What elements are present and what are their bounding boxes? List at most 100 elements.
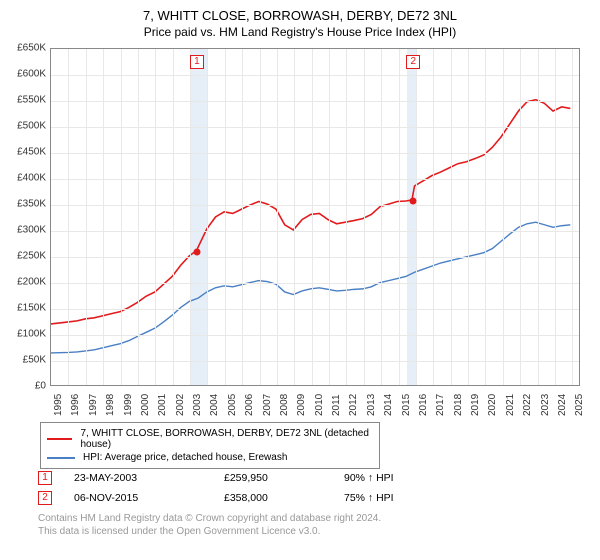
gridline-horizontal bbox=[51, 153, 579, 154]
x-tick-label: 1996 bbox=[70, 394, 81, 416]
data-point-dot bbox=[193, 248, 200, 255]
legend-swatch bbox=[47, 438, 72, 440]
legend-swatch bbox=[47, 457, 75, 459]
gridline-vertical bbox=[485, 49, 486, 385]
transaction-date: 06-NOV-2015 bbox=[74, 492, 224, 504]
y-tick-label: £650K bbox=[17, 43, 46, 54]
x-tick-label: 2015 bbox=[401, 394, 412, 416]
x-tick-label: 2005 bbox=[227, 394, 238, 416]
gridline-vertical bbox=[190, 49, 191, 385]
x-tick-label: 2018 bbox=[453, 394, 464, 416]
gridline-horizontal bbox=[51, 309, 579, 310]
gridline-vertical bbox=[346, 49, 347, 385]
gridline-vertical bbox=[242, 49, 243, 385]
x-tick-label: 2006 bbox=[244, 394, 255, 416]
x-tick-label: 2022 bbox=[522, 394, 533, 416]
gridline-vertical bbox=[312, 49, 313, 385]
x-tick-label: 2007 bbox=[262, 394, 273, 416]
gridline-vertical bbox=[503, 49, 504, 385]
legend-item: HPI: Average price, detached house, Erew… bbox=[47, 451, 373, 464]
attribution-line: Contains HM Land Registry data © Crown c… bbox=[38, 512, 381, 525]
y-tick-label: £350K bbox=[17, 199, 46, 210]
gridline-horizontal bbox=[51, 179, 579, 180]
legend-label: HPI: Average price, detached house, Erew… bbox=[83, 452, 287, 463]
x-tick-label: 2013 bbox=[366, 394, 377, 416]
gridline-vertical bbox=[381, 49, 382, 385]
x-tick-label: 2009 bbox=[296, 394, 307, 416]
gridline-vertical bbox=[225, 49, 226, 385]
y-tick-label: £450K bbox=[17, 147, 46, 158]
gridline-vertical bbox=[173, 49, 174, 385]
gridline-horizontal bbox=[51, 361, 579, 362]
y-tick-label: £100K bbox=[17, 329, 46, 340]
chart-container: 7, WHITT CLOSE, BORROWASH, DERBY, DE72 3… bbox=[0, 0, 600, 560]
y-tick-label: £0 bbox=[35, 381, 46, 392]
chart-subtitle: Price paid vs. HM Land Registry's House … bbox=[0, 23, 600, 39]
gridline-horizontal bbox=[51, 205, 579, 206]
x-tick-label: 2010 bbox=[314, 394, 325, 416]
x-tick-label: 2001 bbox=[157, 394, 168, 416]
x-tick-label: 2014 bbox=[383, 394, 394, 416]
transaction-date: 23-MAY-2003 bbox=[74, 472, 224, 484]
transaction-delta: 90% ↑ HPI bbox=[344, 472, 444, 484]
transactions-table: 1 23-MAY-2003 £259,950 90% ↑ HPI 2 06-NO… bbox=[38, 468, 444, 508]
legend-box: 7, WHITT CLOSE, BORROWASH, DERBY, DE72 3… bbox=[40, 422, 380, 469]
gridline-vertical bbox=[207, 49, 208, 385]
y-tick-label: £250K bbox=[17, 251, 46, 262]
attribution-text: Contains HM Land Registry data © Crown c… bbox=[38, 512, 381, 538]
gridline-vertical bbox=[277, 49, 278, 385]
gridline-vertical bbox=[451, 49, 452, 385]
x-tick-label: 2016 bbox=[418, 394, 429, 416]
gridline-vertical bbox=[260, 49, 261, 385]
transaction-delta: 75% ↑ HPI bbox=[344, 492, 444, 504]
gridline-vertical bbox=[138, 49, 139, 385]
y-tick-label: £150K bbox=[17, 303, 46, 314]
gridline-vertical bbox=[555, 49, 556, 385]
y-tick-label: £400K bbox=[17, 173, 46, 184]
data-point-dot bbox=[410, 197, 417, 204]
y-tick-label: £500K bbox=[17, 121, 46, 132]
gridline-vertical bbox=[155, 49, 156, 385]
gridline-horizontal bbox=[51, 283, 579, 284]
x-tick-label: 2011 bbox=[331, 394, 342, 416]
transaction-index-box: 1 bbox=[38, 471, 52, 485]
gridline-vertical bbox=[86, 49, 87, 385]
gridline-vertical bbox=[103, 49, 104, 385]
x-tick-label: 2025 bbox=[574, 394, 585, 416]
transaction-price: £358,000 bbox=[224, 492, 344, 504]
transaction-row: 2 06-NOV-2015 £358,000 75% ↑ HPI bbox=[38, 488, 444, 508]
transaction-row: 1 23-MAY-2003 £259,950 90% ↑ HPI bbox=[38, 468, 444, 488]
gridline-vertical bbox=[329, 49, 330, 385]
gridline-vertical bbox=[538, 49, 539, 385]
gridline-horizontal bbox=[51, 335, 579, 336]
x-tick-label: 2012 bbox=[348, 394, 359, 416]
x-tick-label: 2000 bbox=[140, 394, 151, 416]
x-tick-label: 2024 bbox=[557, 394, 568, 416]
transaction-price: £259,950 bbox=[224, 472, 344, 484]
x-tick-label: 1999 bbox=[123, 394, 134, 416]
gridline-vertical bbox=[572, 49, 573, 385]
y-tick-label: £300K bbox=[17, 225, 46, 236]
x-tick-label: 1995 bbox=[53, 394, 64, 416]
y-tick-label: £50K bbox=[23, 355, 46, 366]
gridline-horizontal bbox=[51, 231, 579, 232]
x-tick-label: 2002 bbox=[175, 394, 186, 416]
gridline-vertical bbox=[416, 49, 417, 385]
chart-title: 7, WHITT CLOSE, BORROWASH, DERBY, DE72 3… bbox=[0, 0, 600, 23]
data-point-marker: 2 bbox=[406, 55, 420, 69]
attribution-line: This data is licensed under the Open Gov… bbox=[38, 525, 381, 538]
x-tick-label: 2020 bbox=[487, 394, 498, 416]
gridline-horizontal bbox=[51, 127, 579, 128]
x-tick-label: 1998 bbox=[105, 394, 116, 416]
legend-item: 7, WHITT CLOSE, BORROWASH, DERBY, DE72 3… bbox=[47, 427, 373, 451]
y-tick-label: £550K bbox=[17, 95, 46, 106]
gridline-horizontal bbox=[51, 257, 579, 258]
gridline-vertical bbox=[364, 49, 365, 385]
gridline-vertical bbox=[121, 49, 122, 385]
gridline-vertical bbox=[468, 49, 469, 385]
x-tick-label: 2019 bbox=[470, 394, 481, 416]
x-tick-label: 2003 bbox=[192, 394, 203, 416]
gridline-vertical bbox=[433, 49, 434, 385]
x-tick-label: 2023 bbox=[540, 394, 551, 416]
x-tick-label: 2021 bbox=[505, 394, 516, 416]
